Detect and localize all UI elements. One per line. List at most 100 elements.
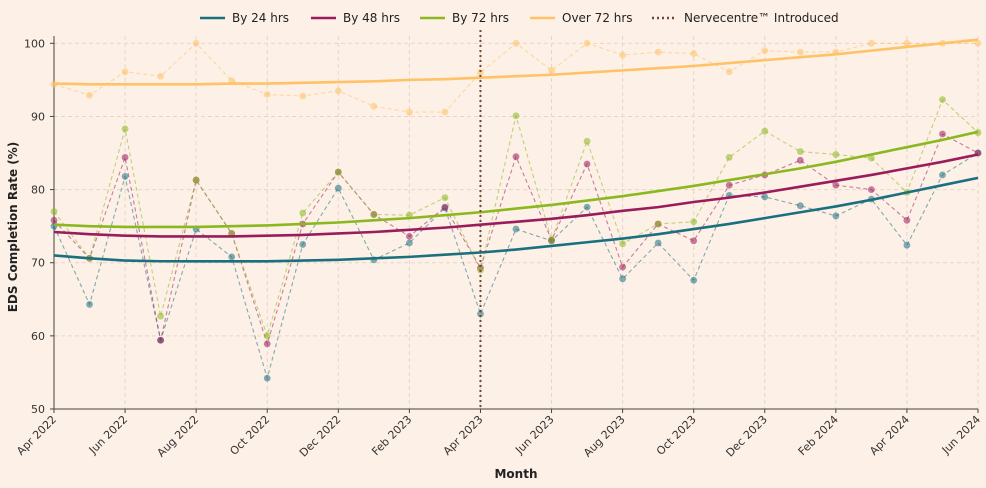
- x-tick-label: Dec 2022: [297, 413, 344, 460]
- data-point: [690, 50, 698, 57]
- data-point: [619, 263, 627, 271]
- x-tick-label: Jun 2024: [939, 413, 983, 457]
- legend-label: Over 72 hrs: [562, 11, 633, 25]
- data-point: [796, 202, 804, 210]
- data-point: [974, 39, 982, 47]
- axes: 50 60 70 80 90 100 Apr 2022 Jun 2022 Aug 2022 Oct…: [14, 36, 983, 460]
- data-point: [50, 208, 58, 215]
- y-tick-label: 80: [31, 184, 45, 197]
- data-point: [512, 225, 520, 233]
- series-by-72-hrs: [50, 96, 982, 340]
- data-point: [157, 312, 165, 320]
- data-point: [903, 39, 911, 47]
- data-point: [690, 218, 698, 226]
- data-point: [867, 154, 875, 162]
- legend-label: Nervecentre™ Introduced: [684, 11, 839, 25]
- data-point: [441, 194, 449, 202]
- data-point: [121, 173, 129, 180]
- x-tick-label: Aug 2022: [155, 413, 202, 460]
- data-point: [50, 216, 58, 224]
- data-point: [725, 68, 733, 76]
- trend-lines: [53, 38, 979, 263]
- data-point: [654, 239, 662, 247]
- data-point: [939, 130, 946, 138]
- series-by-48-hrs: [50, 130, 982, 348]
- data-point: [263, 374, 271, 382]
- x-tick-label: Oct 2023: [654, 413, 699, 458]
- data-point: [121, 154, 129, 161]
- x-tick-label: Aug 2023: [581, 413, 628, 460]
- data-point: [512, 153, 520, 161]
- data-point: [299, 241, 307, 248]
- data-point: [334, 168, 342, 176]
- data-point: [761, 127, 769, 135]
- x-axis-title: Month: [494, 467, 537, 481]
- data-point: [583, 137, 591, 145]
- data-point: [477, 310, 484, 318]
- series-line: [53, 152, 979, 381]
- data-point: [548, 66, 555, 74]
- y-tick-label: 100: [24, 37, 45, 50]
- data-point: [157, 336, 165, 344]
- x-tick-label: Apr 2022: [14, 413, 59, 458]
- series-line: [53, 98, 979, 338]
- data-point: [619, 51, 627, 59]
- y-tick-label: 50: [31, 403, 45, 416]
- data-point: [939, 171, 946, 179]
- data-point: [441, 203, 449, 211]
- data-point: [228, 253, 236, 261]
- data-point: [583, 39, 591, 47]
- data-point: [121, 125, 129, 133]
- y-tick-label: 70: [31, 257, 45, 270]
- x-tick-label: Apr 2024: [867, 413, 912, 458]
- data-point: [512, 39, 520, 47]
- data-point: [725, 154, 733, 161]
- trend-line-over-72-hrs: [53, 38, 979, 86]
- legend-label: By 72 hrs: [452, 11, 509, 25]
- data-point: [903, 241, 911, 249]
- data-point: [405, 232, 413, 240]
- data-point: [370, 102, 378, 110]
- data-point: [334, 184, 342, 192]
- data-point: [725, 181, 733, 189]
- data-point: [832, 212, 840, 220]
- data-point: [654, 48, 662, 56]
- y-tick-label: 90: [31, 110, 45, 123]
- data-point: [583, 160, 591, 168]
- data-point: [370, 211, 378, 218]
- x-tick-label: Jun 2022: [86, 413, 130, 457]
- data-point: [690, 237, 698, 245]
- trend-line-by-24-hrs: [53, 176, 979, 263]
- data-point: [619, 240, 627, 248]
- y-axis-title: EDS Completion Rate (%): [6, 142, 20, 313]
- data-point: [654, 220, 662, 228]
- data-point: [263, 91, 271, 98]
- data-point: [192, 176, 200, 184]
- data-point: [405, 239, 413, 247]
- data-point: [86, 301, 93, 308]
- data-point: [832, 181, 840, 189]
- data-point: [761, 193, 769, 201]
- data-point: [583, 203, 591, 211]
- legend-label: By 24 hrs: [232, 11, 289, 25]
- data-point: [86, 91, 93, 99]
- data-point: [299, 92, 307, 100]
- data-point: [832, 151, 840, 158]
- series-by-24-hrs: [50, 149, 982, 382]
- data-point: [796, 156, 804, 164]
- data-point: [263, 332, 271, 340]
- x-tick-label: Dec 2023: [723, 413, 770, 460]
- x-tick-label: Feb 2024: [796, 413, 841, 458]
- legend: By 24 hrs By 48 hrs By 72 hrs Over 72 hrs Ne…: [200, 11, 839, 25]
- raw-series: [50, 39, 982, 382]
- data-point: [796, 148, 804, 155]
- x-tick-label: Feb 2023: [369, 413, 414, 458]
- data-point: [867, 39, 875, 47]
- trend-line-by-72-hrs: [53, 130, 979, 229]
- data-point: [761, 47, 769, 55]
- data-point: [157, 72, 165, 80]
- data-point: [441, 108, 449, 116]
- series-over-72-hrs: [50, 39, 982, 116]
- data-point: [192, 39, 200, 47]
- data-point: [548, 236, 555, 244]
